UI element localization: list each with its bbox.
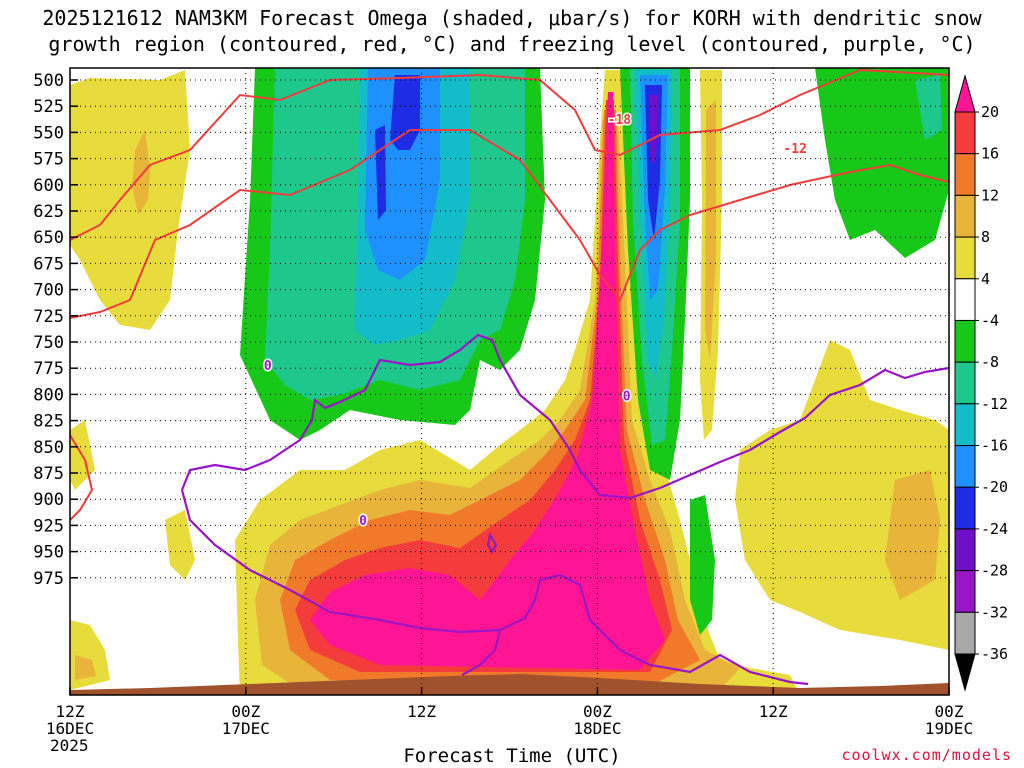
omega-neg-4-lower-strip — [690, 495, 715, 635]
isotherm-left-lower — [70, 434, 94, 521]
colorbar-bottom-triangle — [954, 653, 976, 692]
omega-positive-regions — [70, 70, 949, 695]
colorbar-label-0: 20 — [981, 103, 999, 121]
x-tick-label-1-1: 00Z — [231, 702, 260, 721]
x-tick-label-3-2: 18DEC — [573, 719, 621, 738]
colorbar-label-1: 16 — [981, 145, 999, 163]
omega-neg-16-main — [365, 68, 440, 280]
colorbar-swatch-7 — [954, 361, 976, 405]
dgz-contours — [70, 68, 949, 521]
omega-pos-8-left-bottom — [75, 655, 96, 680]
y-tick-label-950: 950 — [33, 543, 64, 563]
credit-text: coolwx.com/models — [841, 746, 1012, 764]
colorbar-label-12: -32 — [981, 603, 1008, 621]
colorbar-label-7: -12 — [981, 395, 1008, 413]
y-tick-label-900: 900 — [33, 490, 64, 510]
y-tick-label-825: 825 — [33, 412, 64, 432]
colorbar-swatch-1 — [954, 111, 976, 155]
y-tick-label-575: 575 — [33, 150, 64, 170]
omega-pos-8-left — [132, 130, 150, 215]
y-tick-label-600: 600 — [33, 176, 64, 196]
y-tick-label-525: 525 — [33, 97, 64, 117]
x-tick-label-3-1: 00Z — [583, 702, 612, 721]
colorbar-swatch-6 — [954, 319, 976, 363]
y-tick-label-800: 800 — [33, 385, 64, 405]
isotherm-18 — [70, 129, 949, 319]
x-tick-label-4-1: 12Z — [759, 702, 788, 721]
colorbar-label-4: 4 — [981, 270, 990, 288]
omega-pos-4-left — [70, 70, 190, 330]
colorbar-swatch-2 — [954, 153, 976, 196]
x-tick-label-5-1: 00Z — [935, 702, 964, 721]
y-tick-label-550: 550 — [33, 123, 64, 143]
colorbar-swatch-11 — [954, 528, 976, 572]
omega-negative-regions — [240, 68, 949, 635]
y-tick-label-675: 675 — [33, 254, 64, 274]
colorbar-swatch-4 — [954, 236, 976, 280]
omega-pos-8-upper-strip — [705, 100, 716, 360]
omega-neg-8-right-top — [915, 75, 942, 140]
contour-labels: -18 -12 0 0 0 — [262, 111, 808, 530]
colorbar-swatch-8 — [954, 403, 976, 447]
colorbar-label-11: -28 — [981, 562, 1008, 580]
omega-pos-20-main — [310, 92, 665, 670]
omega-neg-20-main — [390, 75, 420, 150]
omega-pos-4-small — [165, 510, 195, 580]
freezing-loop-small — [486, 531, 498, 555]
plot-frame — [69, 67, 950, 696]
y-tick-label-975: 975 — [33, 569, 64, 589]
freezing-line-drop — [461, 629, 502, 676]
y-tick-label-750: 750 — [33, 333, 64, 353]
y-tick-label-725: 725 — [33, 307, 64, 327]
y-tick-label-875: 875 — [33, 464, 64, 484]
y-tick-label-700: 700 — [33, 281, 64, 301]
chart-title-line1: 2025121612 NAM3KM Forecast Omega (shaded… — [42, 6, 982, 30]
freezing-line-main — [180, 333, 949, 500]
colorbar-swatch-3 — [954, 194, 976, 238]
x-tick-label-2-1: 12Z — [407, 702, 436, 721]
x-axis-label: Forecast Time (UTC) — [403, 745, 621, 767]
y-tick-label-775: 775 — [33, 359, 64, 379]
freezing-line-lower — [180, 489, 809, 686]
contour-label-1: -12 — [783, 142, 806, 157]
colorbar-top-triangle — [954, 74, 976, 113]
colorbar-swatch-13 — [954, 611, 976, 655]
y-tick-label-650: 650 — [33, 228, 64, 248]
colorbar-label-9: -20 — [981, 478, 1008, 496]
colorbar-swatch-10 — [954, 486, 976, 530]
contour-label-0: -18 — [608, 113, 632, 128]
x-tick-label-0-3: 2025 — [50, 736, 89, 755]
colorbar-swatch-9 — [954, 445, 976, 488]
contour-label-2: 0 — [264, 359, 272, 374]
omega-pos-8-right — [885, 470, 940, 600]
y-tick-label-925: 925 — [33, 516, 64, 536]
omega-neg-28-strip — [649, 95, 658, 165]
x-tick-label-1-2: 17DEC — [222, 719, 270, 738]
y-tick-label-500: 500 — [33, 71, 64, 91]
colorbar-swatch-12 — [954, 570, 976, 613]
colorbar-label-8: -16 — [981, 437, 1008, 455]
colorbar-label-5: -4 — [981, 311, 999, 329]
colorbar-swatch-5 — [954, 278, 976, 321]
y-tick-label-625: 625 — [33, 202, 64, 222]
freezing-level-contour — [180, 333, 949, 686]
colorbar-label-10: -24 — [981, 520, 1008, 538]
x-tick-label-0-1: 12Z — [56, 702, 85, 721]
colorbar: 20 16 12 8 4 -4 -8 -12 -16 -20 -24 -28 -32 -36 — [954, 74, 1008, 692]
x-tick-label-0-2: 16DEC — [46, 719, 94, 738]
chart-title-line2: growth region (contoured, red, °C) and f… — [48, 32, 976, 56]
colorbar-label-13: -36 — [981, 645, 1008, 663]
colorbar-label-6: -8 — [981, 353, 999, 371]
colorbar-label-3: 8 — [981, 228, 990, 246]
y-axis: 500 525 550 575 600 625 650 675 700 725 750 775 800 8… — [33, 71, 78, 589]
y-tick-label-850: 850 — [33, 438, 64, 458]
contour-label-4: 0 — [359, 514, 367, 529]
contour-label-3: 0 — [623, 389, 631, 404]
colorbar-label-2: 12 — [981, 186, 999, 204]
x-tick-label-5-2: 19DEC — [925, 719, 973, 738]
ground-terrain — [70, 674, 949, 695]
isotherm-12 — [70, 68, 949, 241]
